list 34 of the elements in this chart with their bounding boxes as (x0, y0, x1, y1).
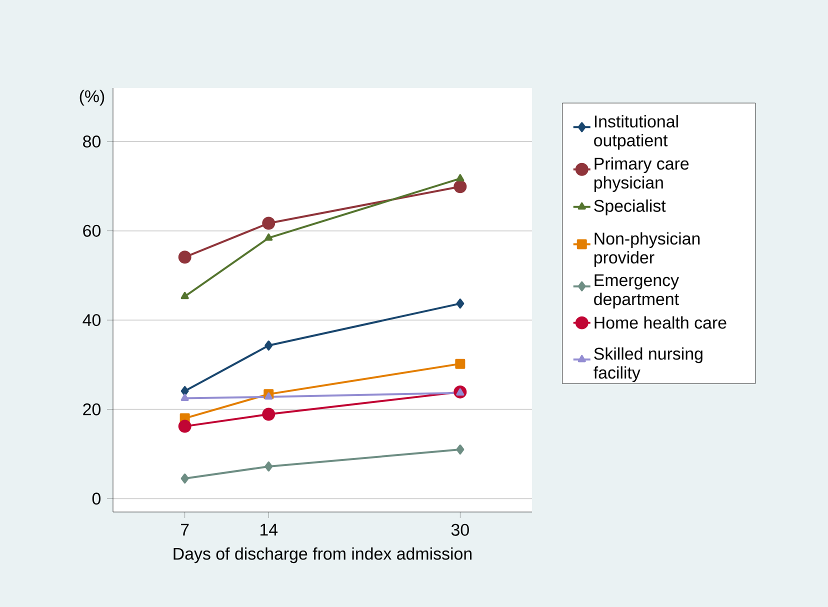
x-axis-title: Days of discharge from index admission (174, 547, 472, 564)
point (178, 420, 192, 433)
point (178, 250, 192, 264)
x-tick-label: 7 (180, 524, 189, 536)
point (262, 408, 276, 421)
point (456, 174, 464, 182)
legend-label: Emergency department (594, 274, 679, 308)
y-tick-label: 20 (83, 403, 100, 416)
y-tick-label: 0 (92, 492, 100, 505)
point (180, 474, 189, 484)
legend-label: Home health care (594, 316, 726, 329)
point (180, 386, 189, 396)
point (180, 292, 189, 300)
y-axis-title: (%) (80, 90, 104, 106)
point (456, 444, 464, 455)
legend-label: Institutional outpatient (594, 115, 678, 150)
point (264, 461, 273, 472)
point (456, 298, 464, 309)
legend-label: Primary care physician (594, 157, 689, 192)
legend-label: Non-physician provider (594, 232, 700, 267)
point (454, 180, 467, 194)
x-tick-label: 14 (260, 524, 278, 536)
point (264, 233, 273, 241)
y-tick-label: 60 (83, 224, 100, 237)
y-tick-label: 40 (82, 314, 100, 326)
point (264, 340, 273, 351)
legend-label: Specialist (594, 199, 666, 216)
point (262, 216, 276, 230)
point (264, 392, 273, 400)
x-tick-label: 30 (451, 524, 469, 536)
point (455, 358, 466, 369)
point (180, 394, 189, 401)
y-tick-label: 80 (83, 136, 100, 148)
legend-label: Skilled nursing facility (594, 347, 702, 382)
